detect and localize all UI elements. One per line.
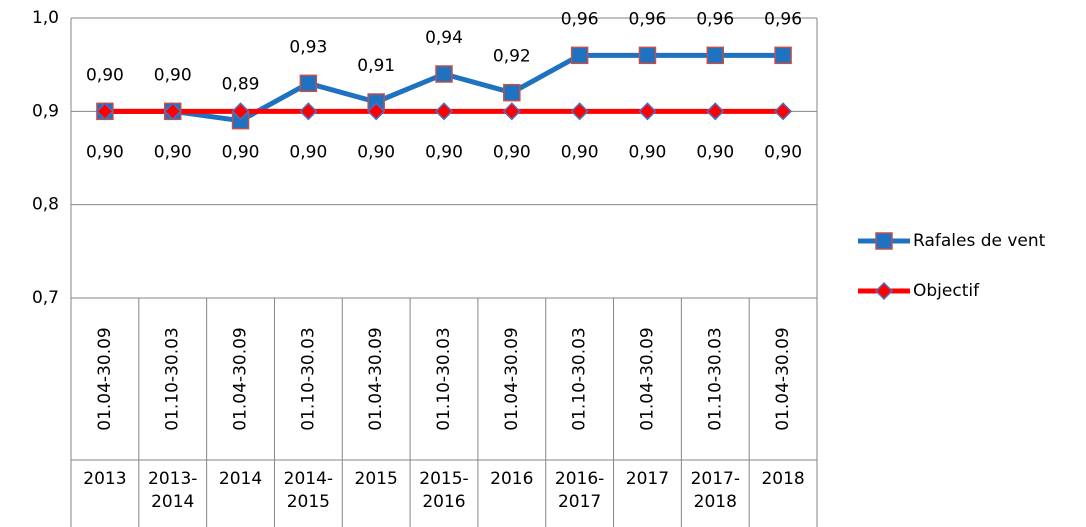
data-label: 0,90 <box>289 142 327 162</box>
y-tick-label: 1,0 <box>32 8 59 28</box>
data-label: 0,91 <box>357 56 395 76</box>
category-group-label: 2018 <box>761 469 805 489</box>
data-label: 0,90 <box>86 142 124 162</box>
data-point <box>503 83 521 102</box>
data-point <box>299 102 318 121</box>
data-point <box>706 102 725 121</box>
category-group-label: 2014 <box>218 469 263 489</box>
data-label: 0,93 <box>289 37 327 57</box>
data-label: 0,90 <box>629 142 667 162</box>
data-point <box>299 74 318 93</box>
category-group-label: 2015-2016 <box>419 469 469 512</box>
category-group-label: 2016 <box>490 469 534 489</box>
data-label: 0,90 <box>764 142 802 162</box>
x-tick-label: 01.10-30.03 <box>434 327 454 430</box>
category-group-label: 2013-2014 <box>148 469 198 512</box>
data-point <box>231 102 250 121</box>
y-tick-label: 0,8 <box>32 195 59 215</box>
data-point <box>706 46 725 65</box>
x-tick-label: 01.04-30.09 <box>231 327 251 430</box>
data-label: 0,96 <box>561 9 599 29</box>
x-tick-label: 01.04-30.09 <box>95 327 115 430</box>
x-tick-label: 01.10-30.03 <box>298 327 318 430</box>
x-tick-label: 01.10-30.03 <box>163 327 183 430</box>
data-label: 0,90 <box>86 65 124 85</box>
data-point <box>95 102 114 121</box>
data-label: 0,90 <box>154 65 192 85</box>
data-label: 0,89 <box>222 75 260 95</box>
data-label: 0,90 <box>222 142 260 162</box>
category-group-label: 2015 <box>354 469 398 489</box>
data-point <box>570 102 589 121</box>
y-tick-label: 0,9 <box>32 101 59 121</box>
x-tick-label: 01.04-30.09 <box>637 327 657 430</box>
data-point <box>774 102 793 121</box>
data-label: 0,96 <box>629 9 667 29</box>
category-group-label: 2017-2018 <box>690 469 740 512</box>
x-tick-label: 01.10-30.03 <box>570 327 590 430</box>
x-tick-label: 01.10-30.03 <box>705 327 725 430</box>
data-label: 0,90 <box>696 142 734 162</box>
data-point <box>435 65 453 83</box>
data-point <box>638 46 657 65</box>
data-label: 0,90 <box>154 142 192 162</box>
legend-label: Objectif <box>913 281 980 301</box>
data-label: 0,90 <box>561 142 599 162</box>
legend-label: Rafales de vent <box>913 231 1046 251</box>
category-group-label: 2017 <box>625 469 670 489</box>
data-point <box>774 46 792 65</box>
data-point <box>638 102 657 121</box>
data-label: 0,94 <box>425 28 463 48</box>
category-group-label: 2016-2017 <box>554 469 605 512</box>
x-tick-label: 01.04-30.09 <box>366 327 386 430</box>
data-point <box>570 46 589 65</box>
data-label: 0,96 <box>696 9 734 29</box>
data-point <box>163 102 182 121</box>
data-label: 0,90 <box>493 142 531 162</box>
x-tick-label: 01.04-30.09 <box>502 327 522 430</box>
data-point <box>434 102 454 121</box>
data-label: 0,96 <box>764 9 802 29</box>
category-group-label: 2013 <box>83 469 127 489</box>
data-label: 0,92 <box>493 47 531 67</box>
data-label: 0,90 <box>357 142 395 162</box>
data-label: 0,90 <box>425 142 463 162</box>
data-point <box>367 102 386 121</box>
x-tick-label: 01.04-30.09 <box>773 327 793 430</box>
data-point <box>502 102 521 121</box>
legend-marker <box>874 281 894 301</box>
category-group-label: 2014-2015 <box>283 469 334 512</box>
y-tick-label: 0,7 <box>32 288 59 308</box>
legend-marker <box>875 232 893 250</box>
